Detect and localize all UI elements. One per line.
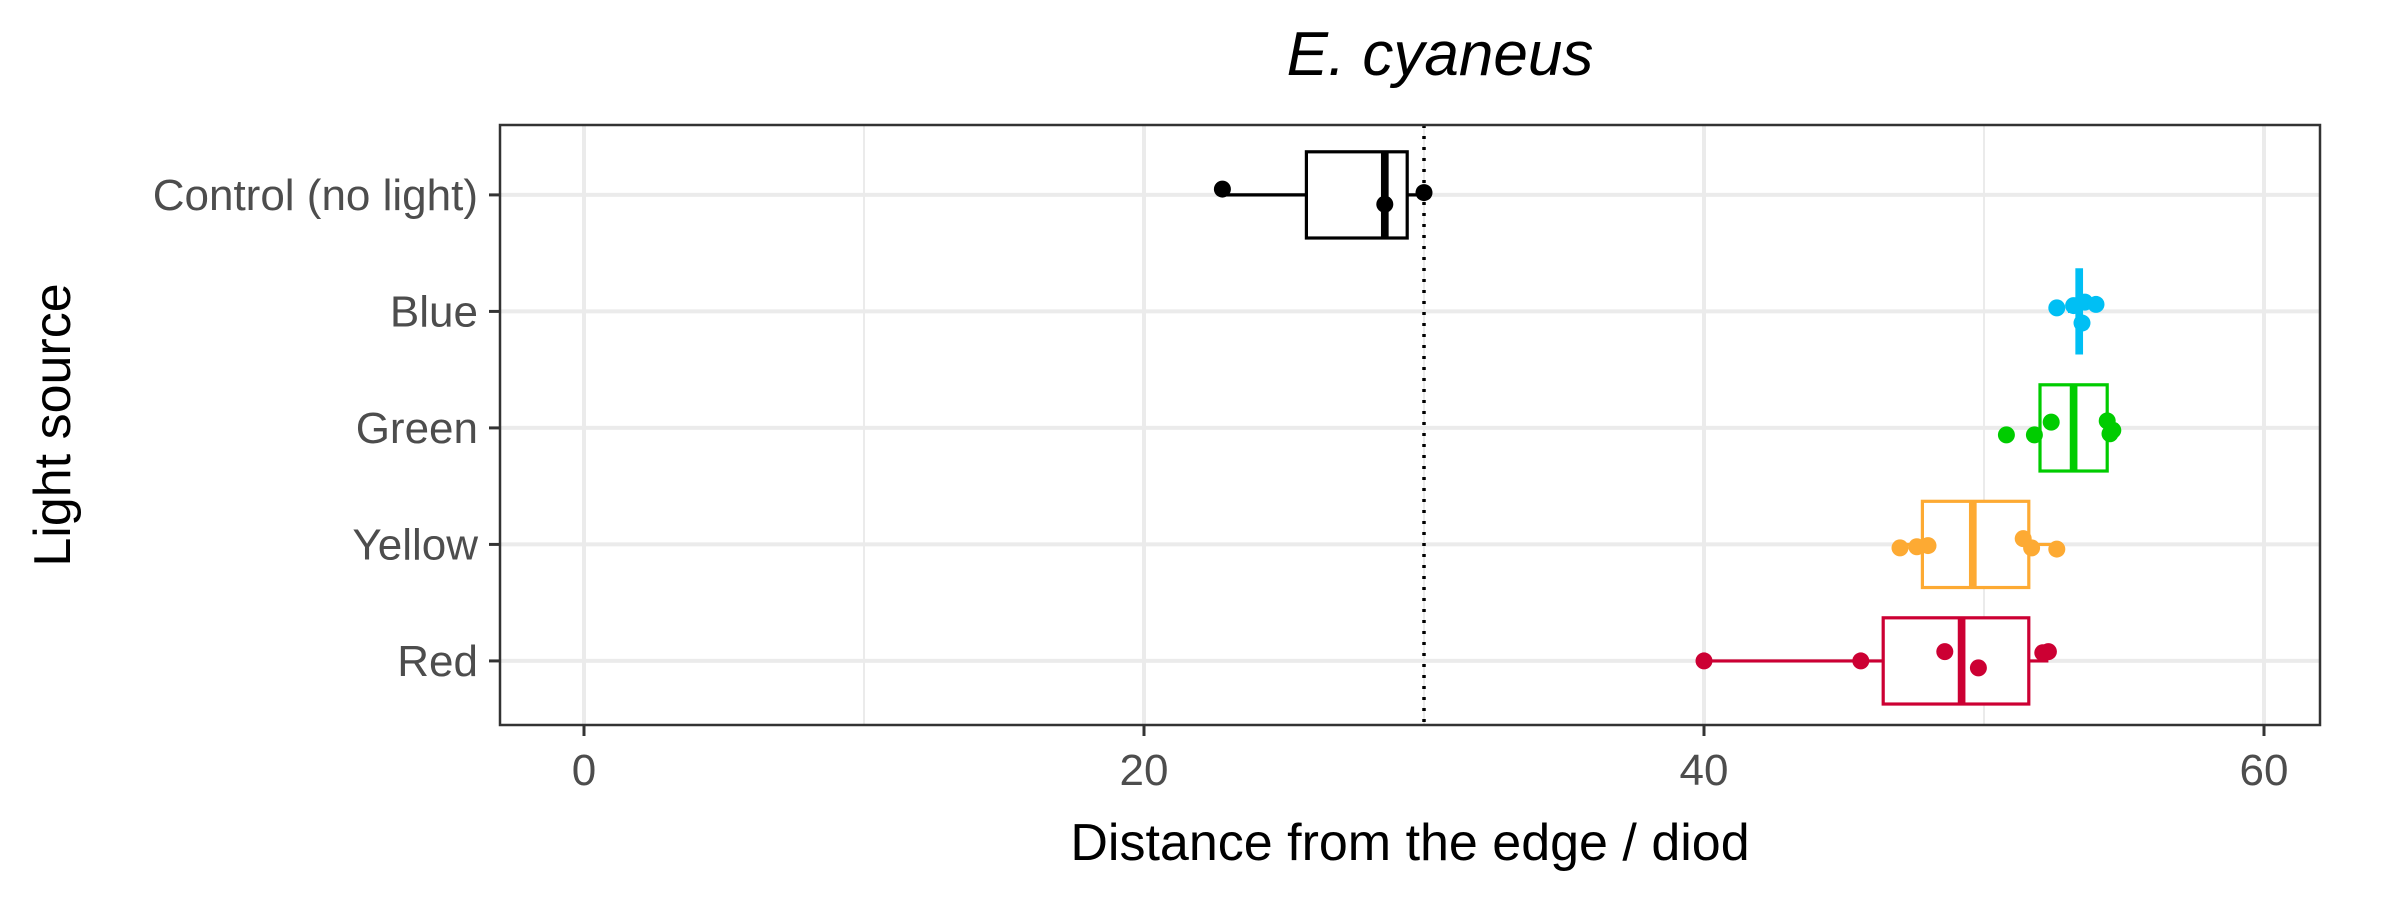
data-point [2048,299,2066,317]
x-tick-label: 40 [1680,746,1729,795]
plot-panel-border [498,123,2322,727]
y-tick-label: Red [397,637,478,686]
y-axis-title: Light source [24,283,82,566]
data-point [2023,539,2041,557]
data-point [1376,195,1394,213]
data-point [2101,425,2119,443]
x-tick-label: 0 [572,746,596,795]
data-point [2048,540,2066,558]
axes: 0 20 40 60 Control (no light) Blue Green Yellow… [153,171,2289,795]
y-tick-label: Green [356,404,478,453]
chart-title: E. cyaneus [1287,20,1594,89]
data-point [2039,643,2057,661]
y-tick-label: Control (no light) [153,171,478,220]
data-point [1695,652,1713,670]
data-point [1415,184,1433,202]
data-point [2042,413,2060,431]
data-point [1213,180,1231,198]
data-point [1919,537,1937,555]
data-points [1213,180,2122,677]
box [1881,616,2031,706]
data-point [1891,539,1909,557]
y-tick-label: Yellow [352,520,478,569]
data-point [2025,426,2043,444]
x-tick-label: 60 [2240,746,2289,795]
data-point [2087,295,2105,313]
data-point [2073,314,2091,332]
box [1304,150,1409,240]
data-point [1969,659,1987,677]
x-tick-label: 20 [1120,746,1169,795]
y-tick-label: Blue [390,287,478,336]
data-point [1936,643,1954,661]
data-point [1852,652,1870,670]
x-axis-title: Distance from the edge / diod [1070,814,1749,872]
data-point [1997,426,2015,444]
